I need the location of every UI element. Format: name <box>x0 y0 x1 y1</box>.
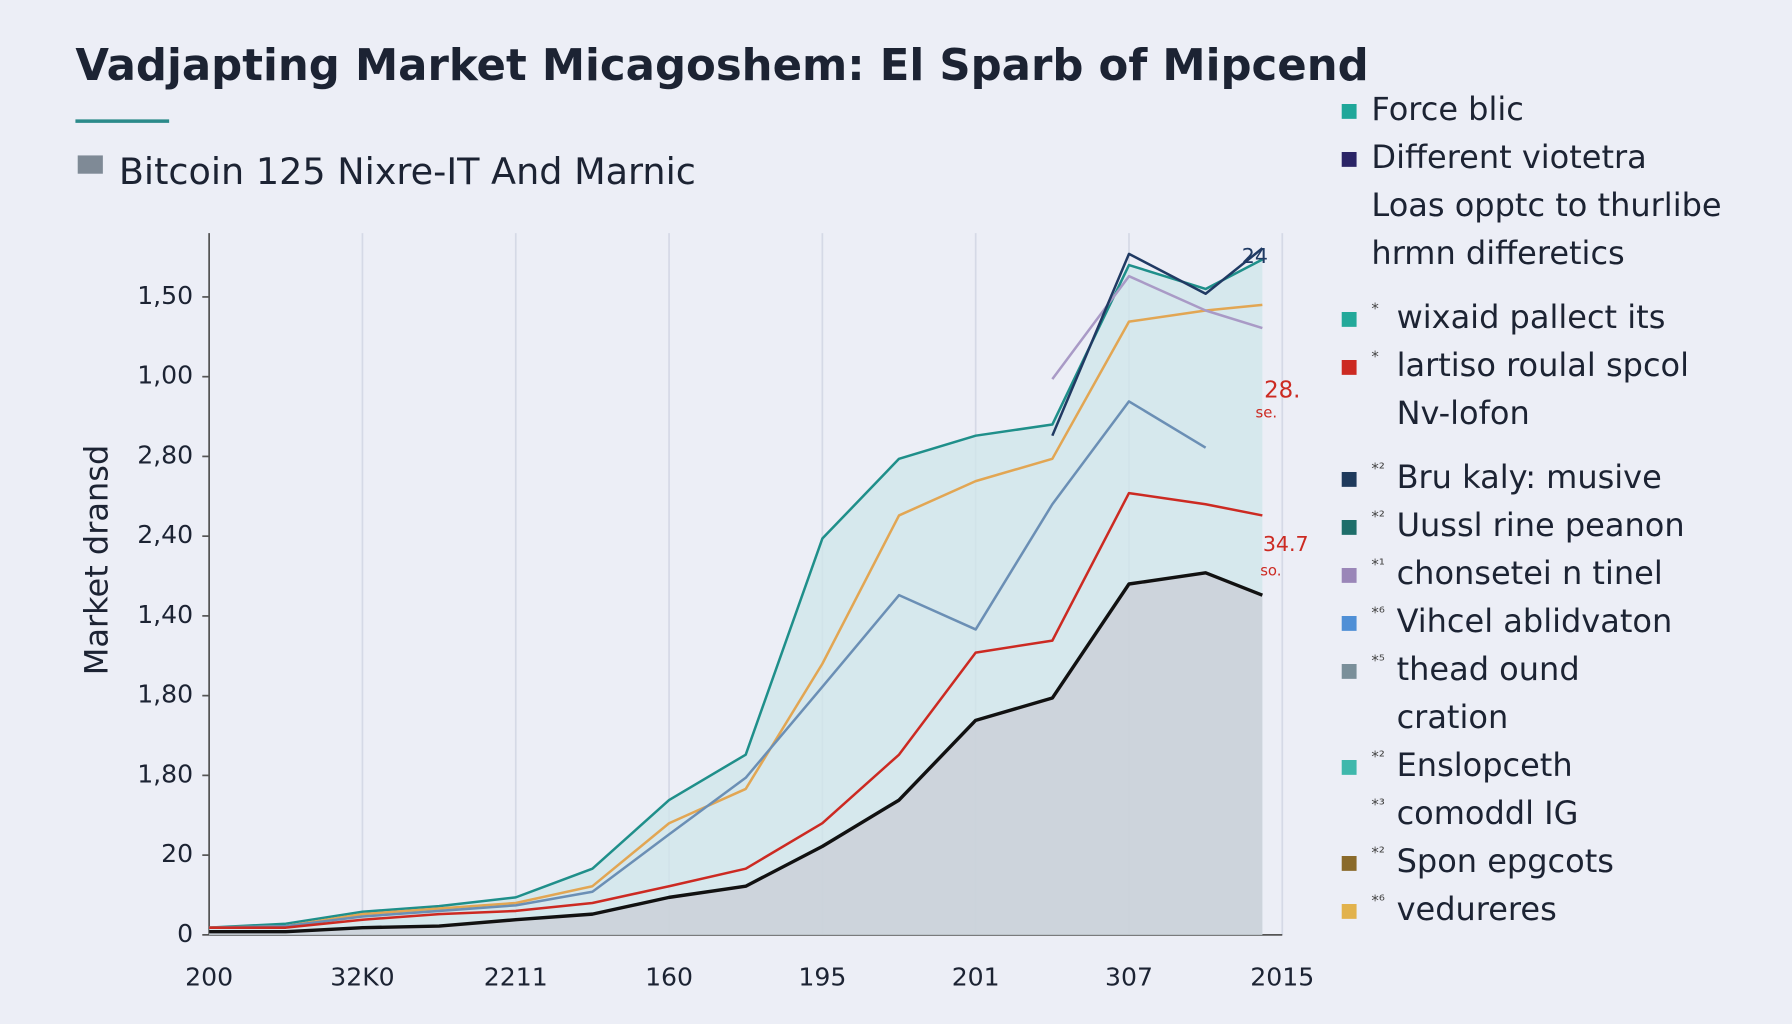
legend-label: Uussl rine peanon <box>1397 506 1685 544</box>
legend-label: hrmn differetics <box>1371 234 1624 272</box>
legend-label: Bru kaly: musive <box>1397 458 1662 496</box>
subtitle-marker <box>77 155 103 174</box>
legend-swatch <box>1341 616 1357 631</box>
legend-swatch <box>1341 856 1357 871</box>
annotation: 34.7 <box>1263 532 1309 556</box>
legend-note: *⁶ <box>1371 604 1384 622</box>
legend-note: *² <box>1371 748 1384 766</box>
legend-label: Nv-lofon <box>1397 394 1530 432</box>
legend-label: Force blic <box>1371 90 1523 128</box>
legend-label: vedureres <box>1397 890 1557 928</box>
legend-label: Loas opptc to thurlibe <box>1371 186 1721 224</box>
chart-subtitle: Bitcoin 125 Nixre-IT And Marnic <box>119 150 696 193</box>
legend-note: *⁵ <box>1371 652 1384 670</box>
legend-label: comoddl IG <box>1397 794 1579 832</box>
series-line <box>209 571 1263 934</box>
legend: Force blic Different viotetra Loas opptc t… <box>1341 90 1722 928</box>
series-line <box>209 303 1263 929</box>
legend-swatch <box>1341 152 1357 167</box>
series-line <box>209 400 1207 929</box>
y-tick-label: 20 <box>161 839 193 868</box>
chart-title: Vadjapting Market Micagoshem: El Sparb o… <box>75 41 1368 91</box>
y-tick-label: 1,50 <box>137 281 193 310</box>
legend-note: *¹ <box>1371 556 1384 574</box>
y-axis-label: Market dransd <box>77 445 115 676</box>
legend-note: *² <box>1371 460 1384 478</box>
series-line <box>1051 274 1263 380</box>
legend-label: Spon epgcots <box>1397 842 1614 880</box>
y-tick-label: 1,80 <box>137 680 193 709</box>
legend-swatch <box>1341 472 1357 487</box>
plot-area: 200 32K0 2211 160 195 201 307 2015 0 20 1,80 1,80 1,… <box>137 233 1314 991</box>
legend-label: Enslopceth <box>1397 746 1573 784</box>
series-line <box>209 258 1263 929</box>
series-line <box>1051 247 1264 437</box>
annotation: se. <box>1255 404 1277 422</box>
legend-label: Different viotetra <box>1371 138 1646 176</box>
annotation: 28. <box>1264 377 1300 403</box>
legend-swatch <box>1341 312 1357 327</box>
x-tick-label: 200 <box>185 962 233 991</box>
legend-swatch <box>1341 360 1357 375</box>
legend-label: lartiso roulal spcol <box>1397 346 1689 384</box>
legend-swatch <box>1341 760 1357 775</box>
y-tick-label: 1,80 <box>137 759 193 788</box>
annotation: 24 <box>1242 244 1268 268</box>
legend-label: Vihcel ablidvaton <box>1397 602 1673 640</box>
legend-note: * <box>1371 300 1378 318</box>
y-tick-label: 1,40 <box>137 600 193 629</box>
x-tick-label: 195 <box>798 962 846 991</box>
legend-note: *² <box>1371 508 1384 526</box>
legend-swatch <box>1341 104 1357 119</box>
series-line <box>209 491 1263 929</box>
legend-label: chonsetei n tinel <box>1397 554 1663 592</box>
y-tick-label: 2,40 <box>137 520 193 549</box>
legend-label: thead ound <box>1397 650 1580 688</box>
x-tick-label: 307 <box>1105 962 1153 991</box>
series-area <box>209 572 1263 935</box>
x-tick-label: 32K0 <box>330 962 394 991</box>
legend-label: cration <box>1397 698 1509 736</box>
legend-note: * <box>1371 348 1378 366</box>
y-tick-label: 2,80 <box>137 440 193 469</box>
legend-note: *² <box>1371 844 1384 862</box>
x-tick-label: 2211 <box>484 962 548 991</box>
legend-label: wixaid pallect its <box>1397 298 1666 336</box>
x-tick-label: 2015 <box>1250 962 1314 991</box>
x-tick-label: 160 <box>645 962 693 991</box>
legend-swatch <box>1341 664 1357 679</box>
x-tick-label: 201 <box>952 962 1000 991</box>
y-tick-label: 1,00 <box>137 361 193 390</box>
legend-note: *³ <box>1371 796 1384 814</box>
y-tick-label: 0 <box>177 919 193 948</box>
legend-note: *⁶ <box>1371 892 1384 910</box>
legend-swatch <box>1341 568 1357 583</box>
annotation: so. <box>1260 561 1281 579</box>
legend-swatch <box>1341 520 1357 535</box>
legend-swatch <box>1341 904 1357 919</box>
